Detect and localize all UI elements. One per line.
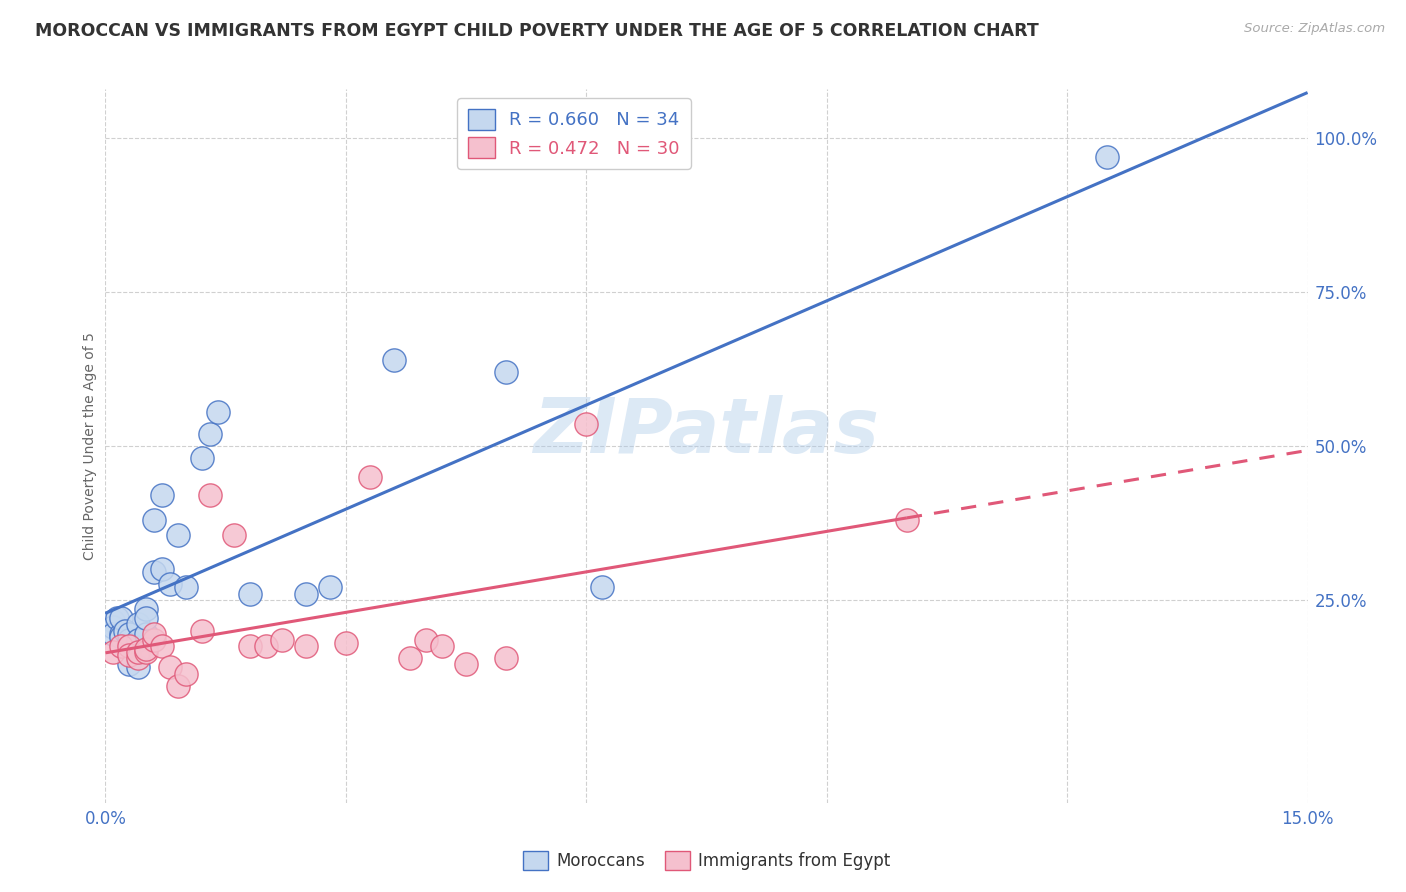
Point xyxy=(495,651,517,665)
Point xyxy=(270,632,292,647)
Point xyxy=(382,352,405,367)
Point xyxy=(166,679,188,693)
Point xyxy=(591,581,613,595)
Point xyxy=(127,632,149,647)
Point xyxy=(103,626,125,640)
Point xyxy=(118,632,141,647)
Point xyxy=(166,528,188,542)
Point xyxy=(135,642,157,657)
Point xyxy=(896,513,918,527)
Point xyxy=(575,417,598,432)
Point xyxy=(135,626,157,640)
Text: Source: ZipAtlas.com: Source: ZipAtlas.com xyxy=(1244,22,1385,36)
Point xyxy=(159,577,181,591)
Point xyxy=(239,587,262,601)
Point xyxy=(222,528,245,542)
Point xyxy=(190,624,212,638)
Text: MOROCCAN VS IMMIGRANTS FROM EGYPT CHILD POVERTY UNDER THE AGE OF 5 CORRELATION C: MOROCCAN VS IMMIGRANTS FROM EGYPT CHILD … xyxy=(35,22,1039,40)
Point xyxy=(359,469,381,483)
Point xyxy=(103,615,125,629)
Point xyxy=(118,639,141,653)
Point xyxy=(319,581,342,595)
Point xyxy=(118,626,141,640)
Point xyxy=(135,645,157,659)
Point xyxy=(495,365,517,379)
Point xyxy=(174,666,197,681)
Point xyxy=(107,611,129,625)
Point xyxy=(127,651,149,665)
Point xyxy=(110,626,132,640)
Point xyxy=(1097,150,1119,164)
Point xyxy=(103,645,125,659)
Point xyxy=(127,645,149,659)
Point xyxy=(150,562,173,576)
Point xyxy=(135,602,157,616)
Point xyxy=(239,639,262,653)
Point xyxy=(430,639,453,653)
Point xyxy=(142,632,165,647)
Point xyxy=(295,587,318,601)
Point xyxy=(399,651,422,665)
Point xyxy=(150,488,173,502)
Point xyxy=(118,648,141,662)
Point xyxy=(254,639,277,653)
Point xyxy=(110,611,132,625)
Point xyxy=(415,632,437,647)
Point xyxy=(114,624,136,638)
Text: ZIPatlas: ZIPatlas xyxy=(533,395,880,468)
Point xyxy=(198,426,221,441)
Point xyxy=(159,660,181,674)
Legend: Moroccans, Immigrants from Egypt: Moroccans, Immigrants from Egypt xyxy=(516,844,897,877)
Point xyxy=(335,636,357,650)
Point xyxy=(135,611,157,625)
Point xyxy=(207,405,229,419)
Point xyxy=(142,513,165,527)
Point xyxy=(127,660,149,674)
Point xyxy=(118,657,141,672)
Point xyxy=(142,565,165,579)
Point xyxy=(454,657,477,672)
Y-axis label: Child Poverty Under the Age of 5: Child Poverty Under the Age of 5 xyxy=(83,332,97,560)
Point xyxy=(295,639,318,653)
Point xyxy=(110,630,132,644)
Point xyxy=(103,620,125,634)
Point xyxy=(110,639,132,653)
Point xyxy=(150,639,173,653)
Point xyxy=(174,581,197,595)
Point xyxy=(142,626,165,640)
Point xyxy=(127,617,149,632)
Point xyxy=(190,451,212,466)
Point xyxy=(198,488,221,502)
